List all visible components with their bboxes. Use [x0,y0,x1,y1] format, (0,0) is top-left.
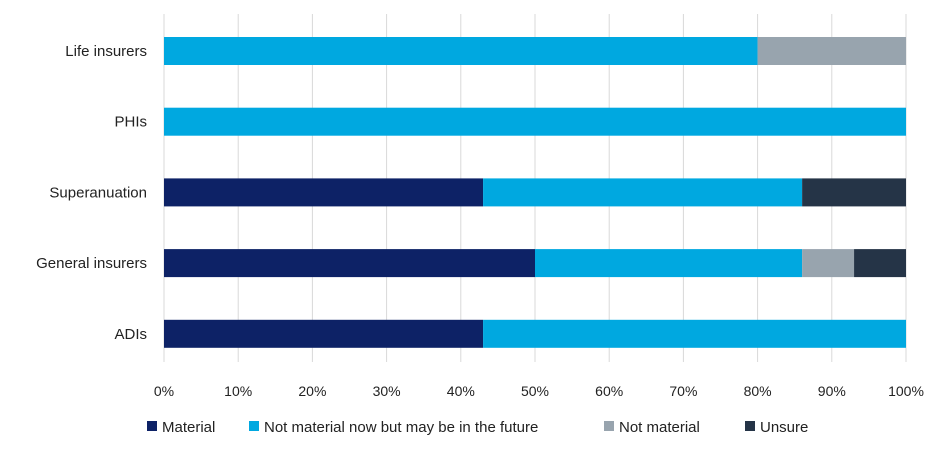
bar-segment [483,178,803,207]
legend-label: Unsure [760,419,808,436]
legend: Material Not material now but may be in t… [147,419,808,436]
bar-segment [802,249,855,278]
x-tick-label: 100% [888,383,924,399]
legend-swatch [604,421,614,431]
bar-segment [164,178,484,207]
category-label: General insurers [36,255,147,272]
bar-segment [164,37,758,65]
category-label: ADIs [114,326,147,343]
x-tick-label: 20% [298,383,326,399]
category-label: PHIs [114,114,147,131]
legend-swatch [249,421,259,431]
x-tick-label: 60% [595,383,623,399]
x-tick-label: 80% [744,383,772,399]
x-tick-label: 30% [373,383,401,399]
x-tick-label: 40% [447,383,475,399]
category-labels: Life insurers PHIs Superanuation General in… [36,43,147,343]
category-label: Superanuation [49,184,147,201]
legend-swatch [745,421,755,431]
x-tick-label: 70% [669,383,697,399]
bar-segment [854,249,906,278]
x-tick-label: 0% [154,383,174,399]
bar-segment [535,249,803,278]
bar-segment [164,107,906,136]
legend-label: Not material [619,419,700,436]
category-label: Life insurers [65,43,147,60]
bar-segment [757,37,906,65]
bar-segment [164,319,484,348]
legend-swatch [147,421,157,431]
bar-segment [483,319,906,348]
legend-label: Material [162,419,215,436]
x-axis-tick-labels: 0% 10% 20% 30% 40% 50% 60% 70% 80% 90% 100% [154,383,924,399]
bar-segment [802,178,906,207]
x-tick-label: 10% [224,383,252,399]
x-tick-label: 50% [521,383,549,399]
x-tick-label: 90% [818,383,846,399]
bar-segment [164,249,535,278]
legend-label: Not material now but may be in the futur… [264,419,538,436]
bars [164,37,906,348]
